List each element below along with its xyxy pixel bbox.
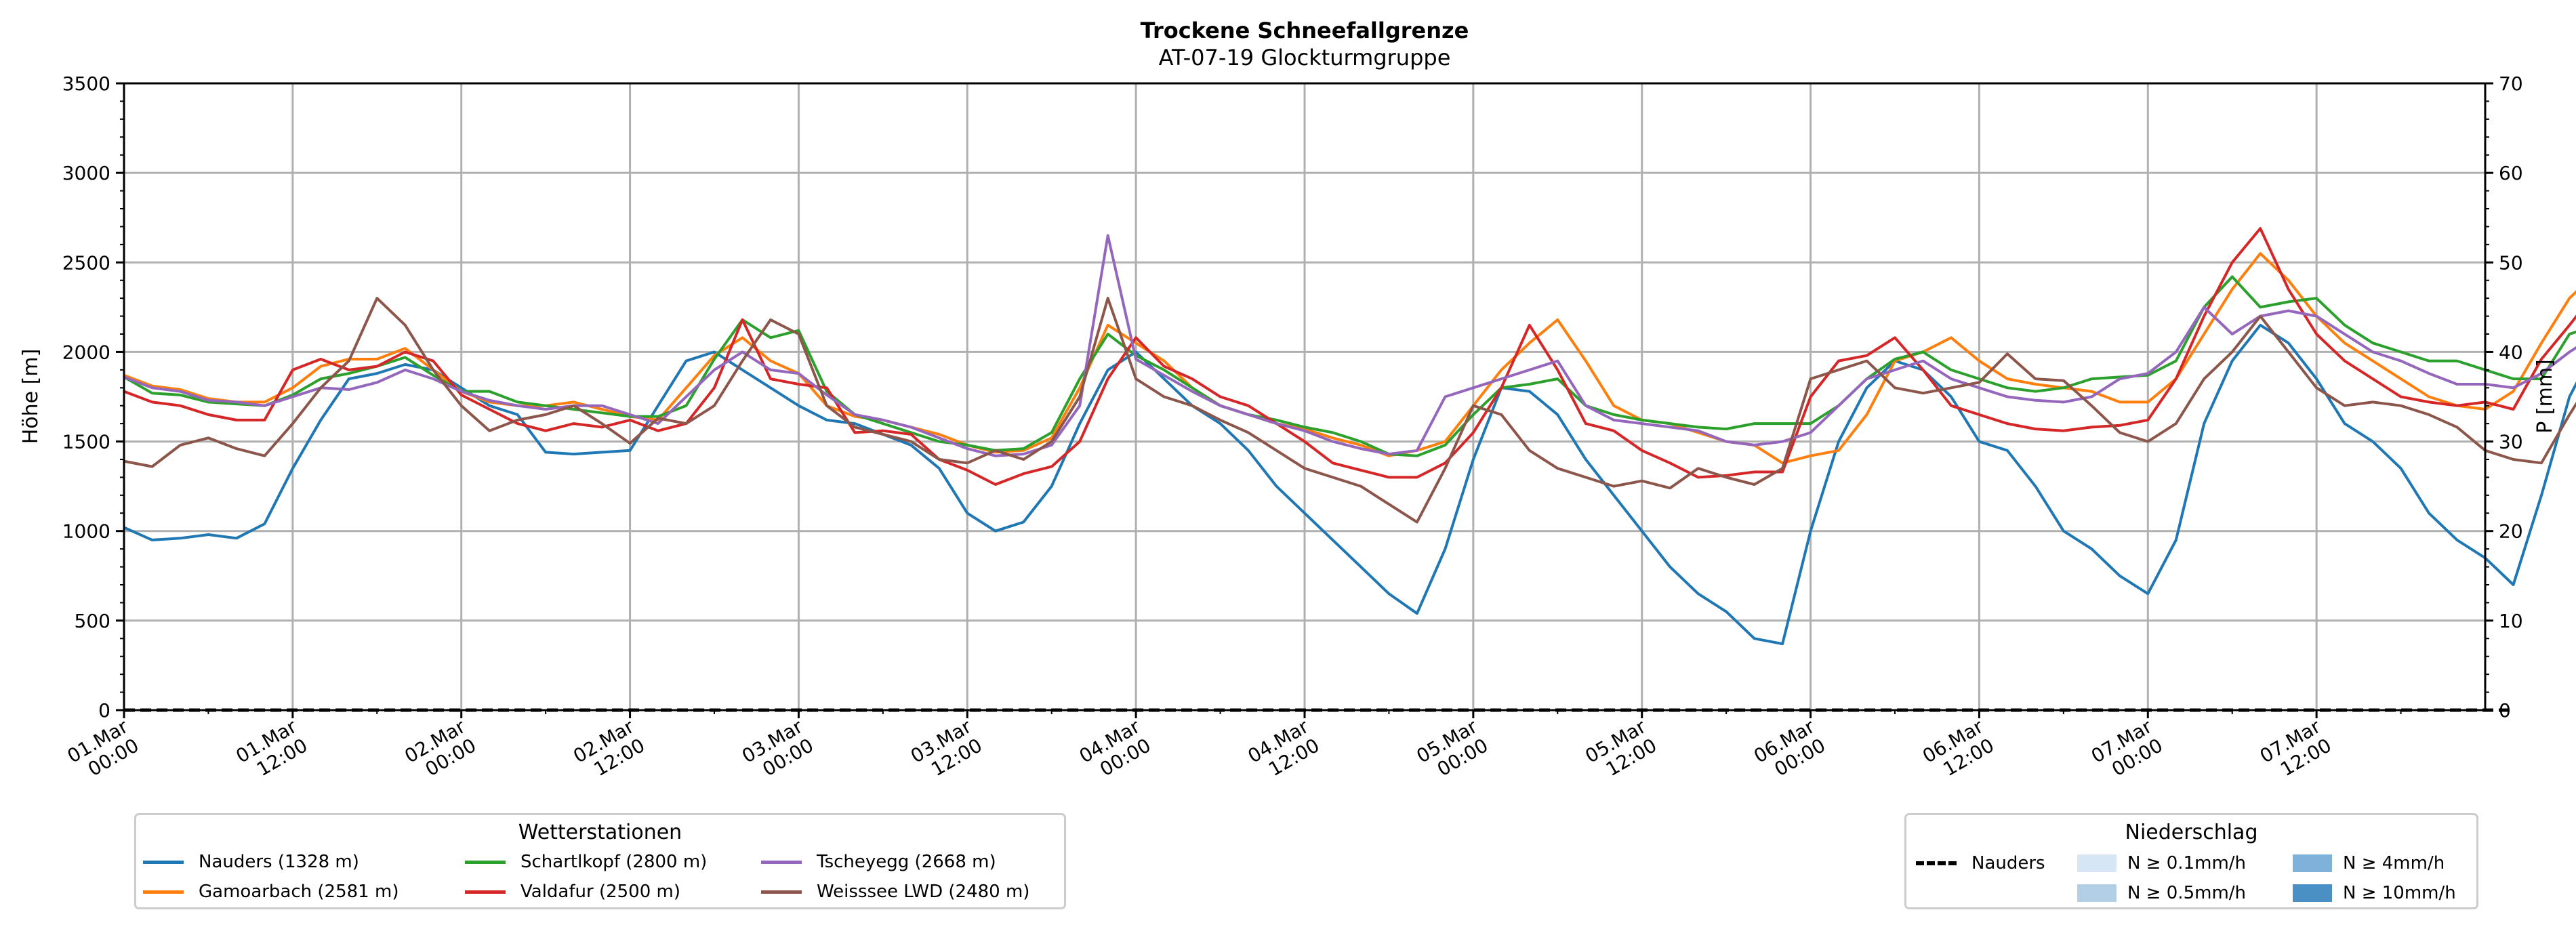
series-lines bbox=[123, 227, 2576, 646]
y-axis-right: 0 10 20 30 40 50 60 70 bbox=[2485, 73, 2523, 722]
legend-item: Weisssee LWD (2480 m) bbox=[761, 882, 1029, 902]
y-axis-label: Höhe [m] bbox=[19, 349, 43, 445]
y-tick-label: 2000 bbox=[62, 341, 110, 363]
legend-swatch bbox=[143, 860, 184, 864]
legend-stations: Wetterstationen Nauders (1328 m) Gamoarb… bbox=[134, 813, 1066, 909]
legend-item: N ≥ 0.1mm/h bbox=[2077, 853, 2246, 873]
y-tick-label: 3000 bbox=[62, 162, 110, 184]
legend-label: Valdafur (2500 m) bbox=[520, 882, 680, 902]
legend-item: N ≥ 0.5mm/h bbox=[2077, 883, 2246, 903]
gridlines bbox=[123, 82, 2485, 711]
y-tick-label: 1500 bbox=[62, 431, 110, 453]
legend-label: Gamoarbach (2581 m) bbox=[199, 882, 399, 902]
legend-swatch bbox=[2293, 884, 2332, 902]
legend-item: Tscheyegg (2668 m) bbox=[761, 852, 996, 872]
legend-label: Tscheyegg (2668 m) bbox=[817, 852, 996, 872]
chart-subtitle: AT-07-19 Glockturmgruppe bbox=[1159, 45, 1451, 70]
legend-label: Nauders (1328 m) bbox=[199, 852, 359, 872]
legend-item: N ≥ 4mm/h bbox=[2293, 853, 2445, 873]
legend-swatch bbox=[143, 890, 184, 894]
y2-tick-label: 60 bbox=[2499, 162, 2523, 184]
legend-swatch bbox=[2077, 854, 2117, 872]
y-tick-label: 3500 bbox=[62, 73, 110, 95]
legend-label: Weisssee LWD (2480 m) bbox=[817, 882, 1030, 902]
y-tick-label: 2500 bbox=[62, 251, 110, 274]
y2-tick-label: 70 bbox=[2499, 73, 2523, 95]
legend-swatch bbox=[761, 860, 802, 864]
y-axis-label-right: P [mm] bbox=[2533, 359, 2557, 433]
y2-tick-label: 10 bbox=[2499, 610, 2523, 632]
series-line bbox=[123, 323, 2576, 646]
legend-item: Gamoarbach (2581 m) bbox=[143, 882, 398, 902]
legend-swatch bbox=[465, 860, 506, 864]
legend-precip-title: Niederschlag bbox=[2125, 821, 2258, 844]
series-line bbox=[123, 252, 2576, 465]
legend-swatch bbox=[2293, 854, 2332, 872]
legend-swatch bbox=[465, 890, 506, 894]
series-line bbox=[123, 297, 2576, 524]
y-axis-left: 0 500 1000 1500 2000 2500 3000 3500 bbox=[62, 73, 124, 722]
legend-item: Nauders (1328 m) bbox=[143, 852, 359, 872]
legend-label: N ≥ 0.1mm/h bbox=[2127, 853, 2247, 873]
legend-item: Valdafur (2500 m) bbox=[465, 882, 680, 902]
legend-label: Nauders bbox=[1971, 853, 2045, 873]
y-tick-label: 0 bbox=[98, 699, 110, 722]
legend-stations-title: Wetterstationen bbox=[518, 821, 682, 844]
legend-item: Schartlkopf (2800 m) bbox=[465, 852, 707, 872]
legend-label: N ≥ 10mm/h bbox=[2343, 883, 2456, 903]
legend-label: Schartlkopf (2800 m) bbox=[520, 852, 708, 872]
series-line bbox=[123, 234, 2576, 457]
legend-item: N ≥ 10mm/h bbox=[2293, 883, 2456, 903]
legend-label: N ≥ 0.5mm/h bbox=[2127, 883, 2247, 903]
chart-title: Trockene Schneefallgrenze bbox=[1141, 18, 1469, 43]
y2-tick-label: 30 bbox=[2499, 431, 2523, 453]
series-line bbox=[123, 275, 2576, 457]
y2-tick-label: 50 bbox=[2499, 251, 2523, 274]
y-tick-label: 1000 bbox=[62, 520, 110, 543]
y2-tick-label: 40 bbox=[2499, 341, 2523, 363]
series-line bbox=[123, 227, 2576, 486]
legend-swatch bbox=[2077, 884, 2117, 902]
legend-swatch bbox=[1916, 861, 1957, 865]
y-tick-label: 500 bbox=[75, 610, 110, 632]
legend-item: Nauders bbox=[1916, 853, 2045, 873]
y2-tick-label: 0 bbox=[2499, 699, 2511, 722]
legend-swatch bbox=[761, 890, 802, 894]
legend-label: N ≥ 4mm/h bbox=[2343, 853, 2445, 873]
y2-tick-label: 20 bbox=[2499, 520, 2523, 543]
legend-precipitation: Niederschlag Nauders N ≥ 0.1mm/h N ≥ 0.5… bbox=[1904, 813, 2478, 909]
